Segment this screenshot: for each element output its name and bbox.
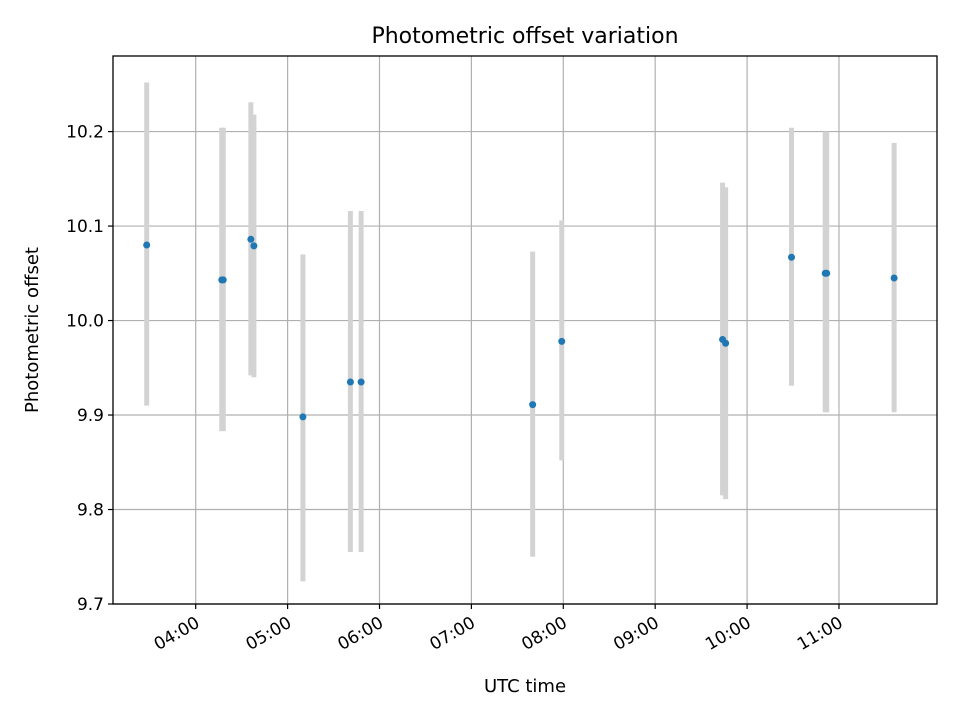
data-point (823, 269, 831, 277)
data-point (357, 378, 365, 386)
y-axis-label: Photometric offset (22, 247, 43, 413)
data-point (219, 276, 227, 284)
plot-area (113, 56, 937, 604)
y-tick-label: 9.8 (77, 501, 104, 521)
plot-frame (112, 55, 938, 605)
data-point (250, 242, 258, 250)
y-tick-label: 10.2 (66, 123, 104, 143)
y-tick-label: 9.7 (77, 595, 104, 615)
y-tick-label: 10.1 (66, 217, 104, 237)
data-point (558, 337, 566, 345)
x-axis-label: UTC time (484, 676, 566, 697)
y-tick-label: 9.9 (77, 406, 104, 426)
data-point (529, 401, 537, 409)
data-point (299, 413, 307, 421)
data-point (890, 274, 898, 282)
chart-title: Photometric offset variation (371, 24, 678, 49)
data-point (787, 253, 795, 261)
data-point (722, 339, 730, 347)
data-points (143, 235, 898, 421)
y-axis-ticks: 9.7 9.8 9.9 10.0 10.1 10.2 (66, 123, 113, 615)
data-point (143, 241, 151, 249)
data-point (247, 235, 255, 243)
y-tick-label: 10.0 (66, 312, 104, 332)
data-point (346, 378, 354, 386)
